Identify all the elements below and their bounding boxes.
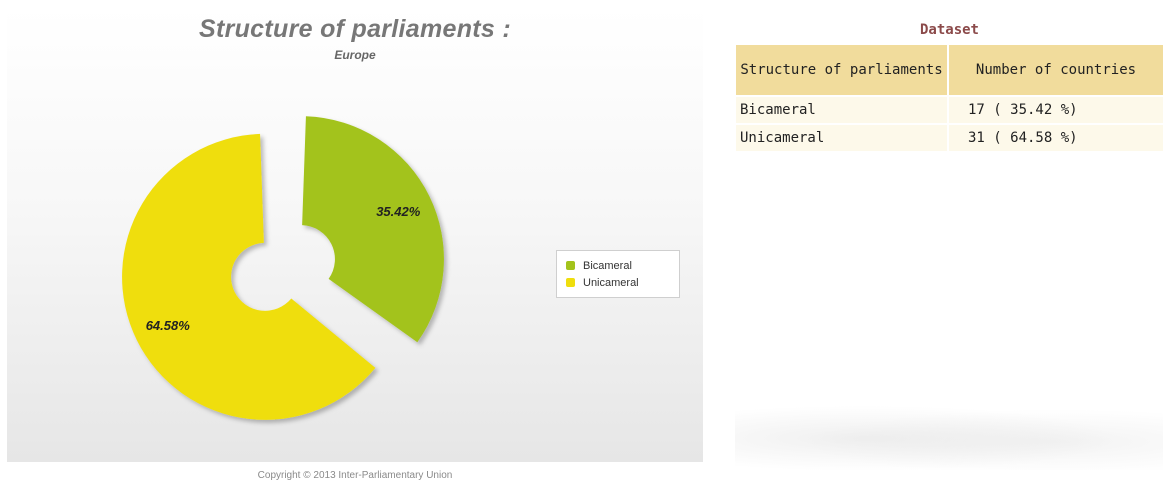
pie-slice-bicameral[interactable]: [302, 116, 444, 343]
table-row: Unicameral 31 ( 64.58 %): [736, 123, 1163, 151]
pie-label-bicameral: 35.42%: [376, 204, 421, 219]
dataset-title: Dataset: [919, 22, 979, 38]
chart-panel: Structure of parliaments : Europe 35.42%…: [7, 7, 703, 462]
legend-swatch-bicameral: [566, 261, 575, 270]
faded-footer-area: [735, 400, 1163, 470]
table-cell-count: 17 ( 35.42 %): [948, 95, 1163, 124]
table-cell-structure: Unicameral: [736, 123, 949, 151]
legend-item-bicameral[interactable]: Bicameral: [566, 257, 679, 274]
chart-title: Structure of parliaments :: [198, 15, 512, 43]
table-row: Bicameral 17 ( 35.42 %): [736, 95, 1163, 124]
legend-swatch-unicameral: [566, 278, 575, 287]
legend-item-unicameral[interactable]: Unicameral: [566, 274, 679, 291]
pie-slice-unicameral[interactable]: [122, 133, 376, 420]
chart-subtitle: Europe: [334, 48, 376, 62]
legend-label-unicameral: Unicameral: [583, 276, 639, 289]
pie-chart: 35.42% 64.58%: [122, 116, 444, 420]
dataset-table: Structure of parliaments Number of count…: [736, 45, 1163, 151]
legend-label-bicameral: Bicameral: [583, 259, 632, 272]
pie-label-unicameral: 64.58%: [146, 318, 191, 333]
table-cell-structure: Bicameral: [736, 95, 949, 124]
column-header-count: Number of countries: [948, 45, 1163, 96]
column-header-structure: Structure of parliaments: [736, 45, 949, 96]
copyright-text: Copyright © 2013 Inter-Parliamentary Uni…: [257, 470, 453, 481]
chart-legend: Bicameral Unicameral: [556, 250, 680, 298]
table-cell-count: 31 ( 64.58 %): [948, 123, 1163, 151]
dataset-header-row: Structure of parliaments Number of count…: [736, 45, 1163, 96]
